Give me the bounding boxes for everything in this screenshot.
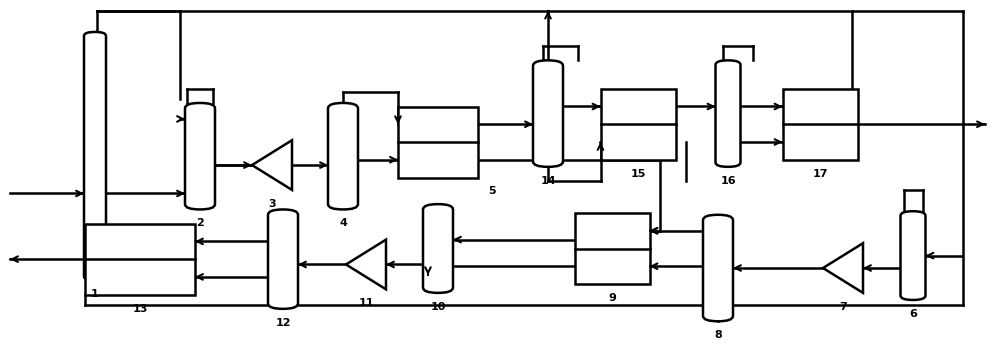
Bar — [600, 89, 676, 160]
Bar — [398, 106, 478, 178]
Text: 1: 1 — [91, 289, 99, 299]
Bar — [782, 89, 858, 160]
Text: 4: 4 — [339, 218, 347, 228]
Text: 6: 6 — [909, 309, 917, 319]
FancyBboxPatch shape — [901, 211, 926, 300]
Text: 9: 9 — [608, 293, 616, 303]
Polygon shape — [346, 240, 386, 289]
FancyBboxPatch shape — [328, 103, 358, 209]
Text: 13: 13 — [132, 304, 148, 313]
FancyBboxPatch shape — [268, 209, 298, 309]
Text: 12: 12 — [275, 318, 291, 328]
Polygon shape — [823, 243, 863, 293]
Polygon shape — [252, 140, 292, 190]
Text: 15: 15 — [630, 169, 646, 179]
Text: 2: 2 — [196, 218, 204, 228]
FancyBboxPatch shape — [84, 32, 106, 280]
FancyBboxPatch shape — [703, 215, 733, 321]
Bar — [85, 224, 195, 295]
Text: 3: 3 — [268, 199, 276, 209]
Bar — [574, 213, 650, 284]
FancyBboxPatch shape — [533, 60, 563, 167]
Text: 7: 7 — [839, 302, 847, 312]
FancyBboxPatch shape — [423, 204, 453, 293]
Text: 8: 8 — [714, 330, 722, 340]
Text: 16: 16 — [720, 176, 736, 186]
FancyBboxPatch shape — [185, 103, 215, 209]
FancyBboxPatch shape — [716, 60, 740, 167]
Text: 17: 17 — [812, 169, 828, 179]
Text: 11: 11 — [358, 298, 374, 308]
Text: 5: 5 — [488, 186, 496, 196]
Text: 10: 10 — [430, 302, 446, 312]
Text: 14: 14 — [540, 176, 556, 186]
